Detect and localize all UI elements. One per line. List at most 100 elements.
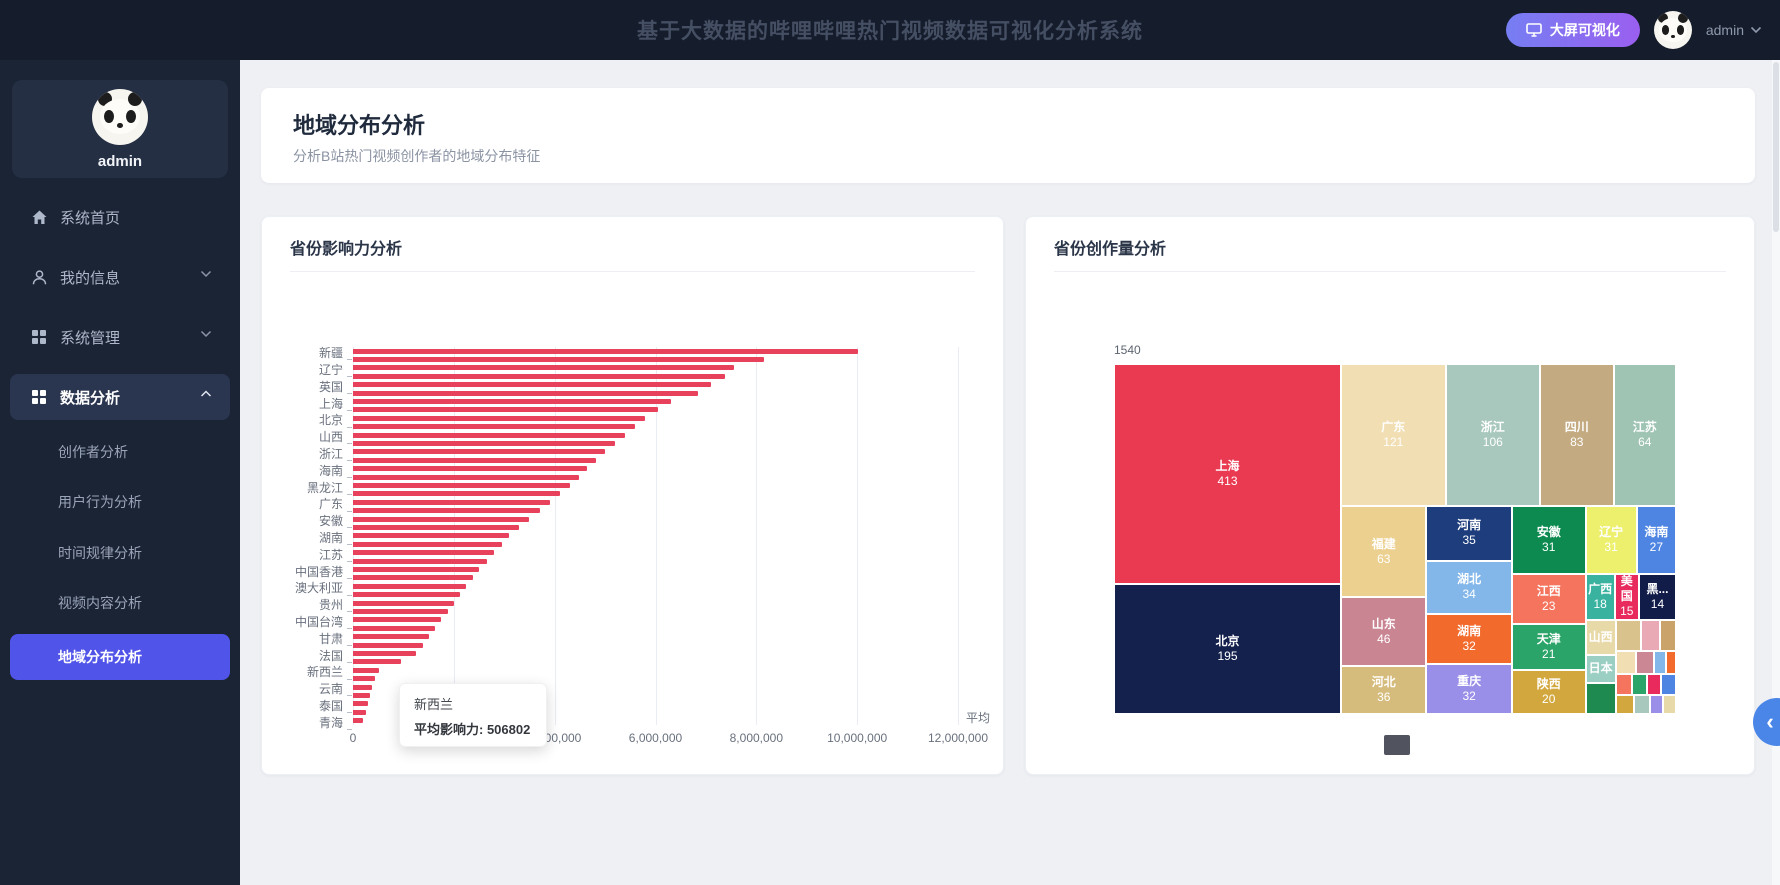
treemap-cell-32[interactable] [1615,673,1633,695]
sidebar-subitem-3[interactable]: 视频内容分析 [10,580,230,626]
bar-9[interactable] [353,424,636,430]
treemap-cell-36[interactable] [1615,694,1635,714]
bar-39[interactable] [353,676,375,682]
bar-3[interactable] [353,373,726,379]
treemap-cell-河南[interactable]: 河南 35 [1426,506,1512,561]
treemap-cell-日本[interactable]: 日本 [1585,654,1616,683]
treemap-cell-31[interactable] [1585,682,1616,714]
bar-23[interactable] [353,541,502,547]
bar-海南[interactable] [353,466,588,472]
treemap-cell-重庆[interactable]: 重庆 32 [1426,663,1512,714]
sidebar-subitem-2[interactable]: 时间规律分析 [10,530,230,576]
sidebar-subitem-4[interactable]: 地域分布分析 [10,634,230,680]
treemap-cell-山东[interactable]: 山东 46 [1341,597,1427,667]
bar-澳大利亚[interactable] [353,583,467,589]
bar-新西兰[interactable] [353,667,379,673]
bar-29[interactable] [353,592,460,598]
treemap-breadcrumb[interactable] [1384,735,1410,755]
treemap-cell-33[interactable] [1632,673,1647,695]
treemap-cell-黑...[interactable]: 黑... 14 [1638,574,1676,620]
sidebar-item-0[interactable]: 系统首页 [10,197,230,237]
treemap-cell-38[interactable] [1649,694,1664,714]
treemap-cell-27[interactable] [1615,651,1637,674]
treemap-cell-34[interactable] [1646,673,1662,695]
treemap-cell-江西[interactable]: 江西 23 [1511,574,1586,625]
bar-35[interactable] [353,642,423,648]
bar-新疆[interactable] [353,348,859,354]
header-avatar[interactable] [1653,11,1692,49]
bar-11[interactable] [353,441,616,447]
treemap-cell-广西[interactable]: 广西 18 [1585,574,1615,620]
bar-黑龙江[interactable] [353,483,570,489]
bar-33[interactable] [353,625,435,631]
treemap-cell-上海[interactable]: 上海 413 [1114,364,1342,585]
bar-1[interactable] [353,357,764,363]
bar-泰国[interactable] [353,701,368,707]
treemap-cell-四川[interactable]: 四川 83 [1539,364,1614,507]
treemap-cell-湖南[interactable]: 湖南 32 [1426,613,1512,664]
treemap-cell-广东[interactable]: 广东 121 [1341,364,1446,507]
treemap-cell-35[interactable] [1661,673,1676,695]
bar-山西[interactable] [353,432,626,438]
treemap-cell-浙江[interactable]: 浙江 106 [1445,364,1540,507]
bar-广东[interactable] [353,499,550,505]
bar-湖南[interactable] [353,533,510,539]
treemap-cell-24[interactable] [1615,619,1641,651]
sidebar-subitem-1[interactable]: 用户行为分析 [10,479,230,525]
treemap-cell-湖北[interactable]: 湖北 34 [1426,560,1512,614]
treemap-cell-39[interactable] [1663,694,1676,714]
treemap-cell-29[interactable] [1653,651,1666,674]
treemap-cell-30[interactable] [1665,651,1676,674]
bar-上海[interactable] [353,399,671,405]
treemap-cell-福建[interactable]: 福建 63 [1341,506,1427,598]
treemap-cell-北京[interactable]: 北京 195 [1114,584,1342,714]
bar-安徽[interactable] [353,516,530,522]
bar-中国香港[interactable] [353,567,480,573]
treemap-cell-天津[interactable]: 天津 21 [1511,624,1586,671]
collapse-float-button[interactable]: ‹ [1753,698,1780,746]
bar-15[interactable] [353,474,579,480]
bar-31[interactable] [353,609,448,615]
big-screen-button[interactable]: 大屏可视化 [1505,13,1640,47]
bar-43[interactable] [353,709,366,715]
bar-云南[interactable] [353,684,373,690]
bar-甘肃[interactable] [353,634,429,640]
bar-25[interactable] [353,558,487,564]
bar-5[interactable] [353,390,699,396]
bar-37[interactable] [353,659,401,665]
scrollbar-thumb[interactable] [1773,62,1779,232]
bar-贵州[interactable] [353,600,454,606]
sidebar-subitem-0[interactable]: 创作者分析 [10,429,230,475]
bar-7[interactable] [353,407,659,413]
sidebar-item-2[interactable]: 系统管理 [10,317,230,357]
bar-江苏[interactable] [353,550,495,556]
treemap-cell-安徽[interactable]: 安徽 31 [1511,506,1586,574]
bar-法国[interactable] [353,651,417,657]
treemap-cell-江苏[interactable]: 江苏 64 [1613,364,1676,507]
bar-17[interactable] [353,491,560,497]
bar-13[interactable] [353,457,596,463]
user-menu[interactable]: admin [1706,22,1762,38]
treemap-cell-辽宁[interactable]: 辽宁 31 [1585,506,1637,574]
bar-北京[interactable] [353,415,646,421]
sidebar-item-1[interactable]: 我的信息 [10,257,230,297]
treemap-cell-25[interactable] [1640,619,1660,651]
bar-19[interactable] [353,508,540,514]
bar-青海[interactable] [353,718,364,724]
treemap-cell-陕西[interactable]: 陕西 20 [1511,670,1586,714]
bar-浙江[interactable] [353,449,606,455]
bar-辽宁[interactable] [353,365,734,371]
bar-中国台湾[interactable] [353,617,442,623]
treemap-cell-26[interactable] [1659,619,1676,651]
treemap-cell-28[interactable] [1636,651,1654,674]
bar-27[interactable] [353,575,473,581]
treemap-cell-山西[interactable]: 山西 [1585,619,1616,655]
bar-英国[interactable] [353,382,711,388]
treemap-cell-河北[interactable]: 河北 36 [1341,666,1427,714]
treemap-cell-海南[interactable]: 海南 27 [1636,506,1676,574]
bar-21[interactable] [353,525,520,531]
sidebar-item-3[interactable]: 数据分析 [10,374,230,420]
bar-41[interactable] [353,693,370,699]
sidebar-avatar[interactable] [92,88,148,145]
treemap-cell-37[interactable] [1634,694,1650,714]
